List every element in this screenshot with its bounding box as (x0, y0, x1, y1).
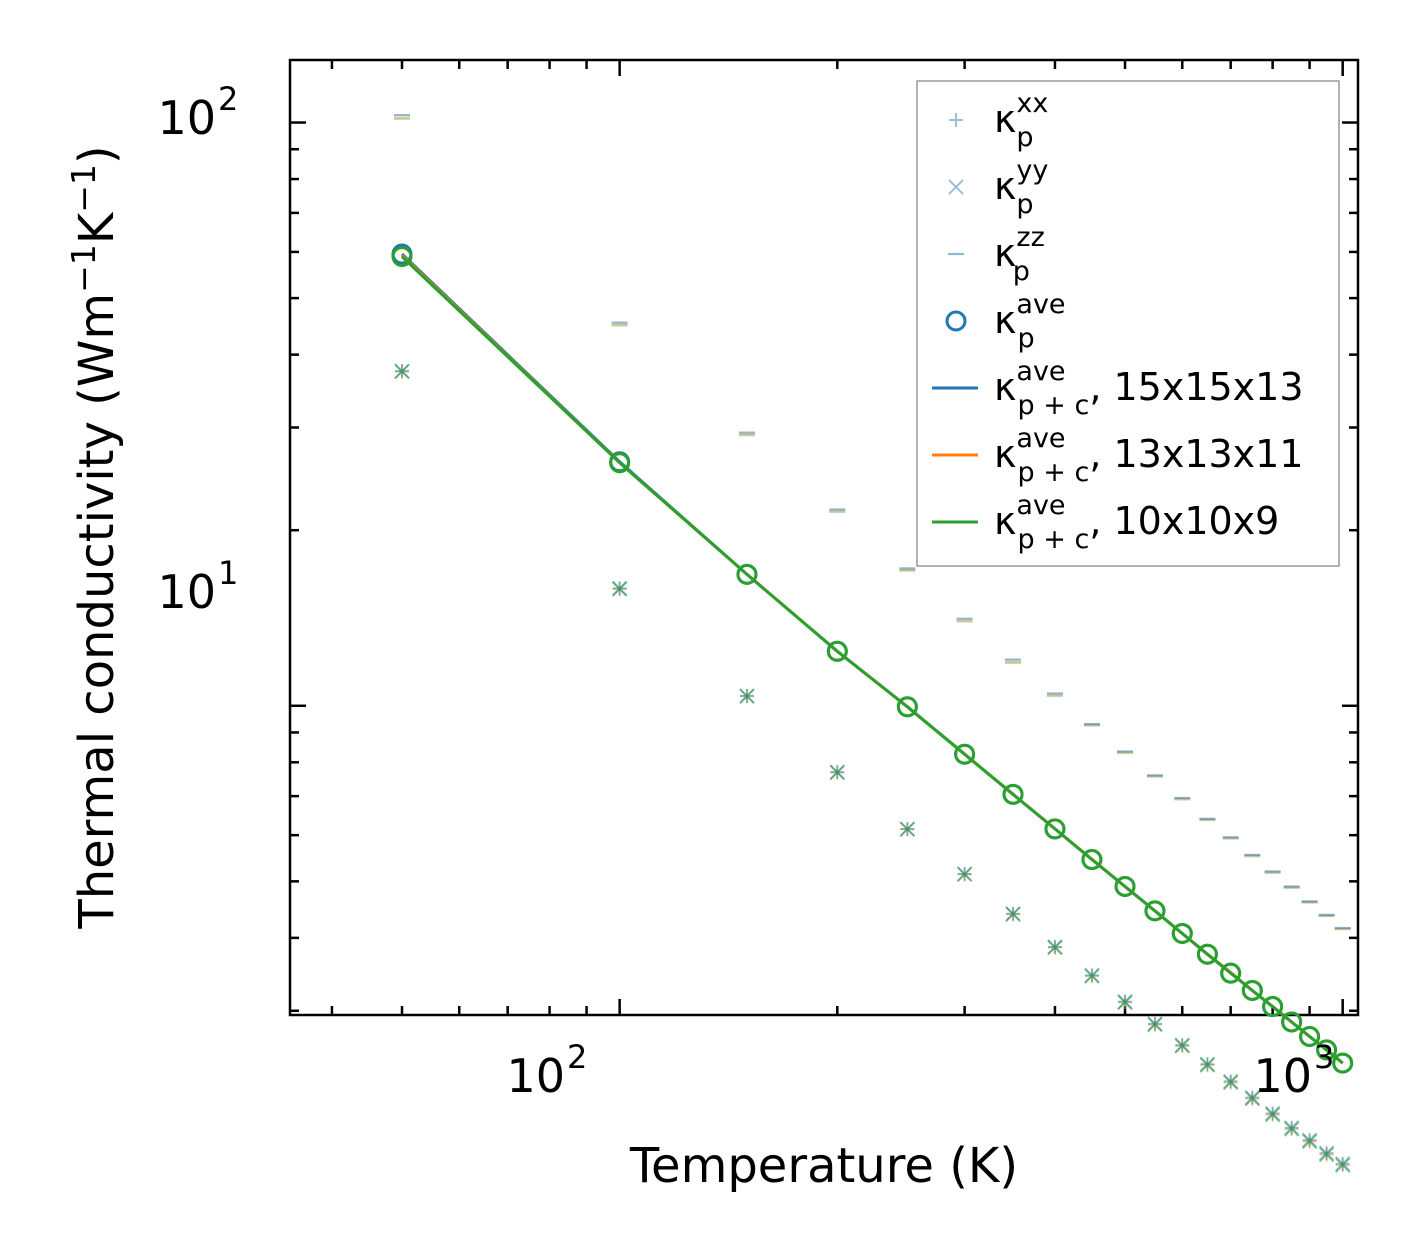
legend-entry: κave p (945, 289, 1066, 354)
data-point (1084, 968, 1100, 984)
legend-label: κxx p (994, 88, 1048, 153)
data-point (1002, 783, 1024, 805)
legend-label: κyy p (994, 155, 1048, 220)
legend-entry: κave p + c, 15x15x13 (932, 356, 1304, 421)
plot-frame (288, 58, 1360, 1017)
data-point (612, 581, 628, 597)
data-point (609, 452, 631, 474)
data-point (1047, 939, 1063, 956)
series-kappa_p_zz (393, 113, 1351, 930)
legend-label: κave p + c, 10x10x9 (994, 490, 1279, 555)
y-tick-label-10: 10 (157, 565, 216, 619)
legend-entry: κave p + c, 13x13x11 (932, 423, 1304, 488)
legend-label: κzz p (994, 222, 1045, 287)
data-point (896, 696, 918, 718)
data-point (1171, 922, 1193, 944)
data-point (1281, 1011, 1303, 1033)
legend-entry: κzz p (948, 222, 1045, 287)
data-point (956, 866, 973, 882)
legend-symbol-plus (949, 113, 963, 127)
data-point (1299, 1025, 1321, 1047)
data-layer (391, 113, 1354, 1173)
legend-entry: κave p + c, 10x10x9 (932, 490, 1279, 555)
data-point (1144, 900, 1166, 922)
data-point (899, 821, 916, 837)
data-point (1262, 996, 1284, 1018)
x-tick-label-100-exp: 2 (567, 1038, 587, 1076)
data-point (1318, 1146, 1335, 1163)
data-point (736, 563, 758, 585)
data-point (1316, 1039, 1338, 1061)
data-point (1223, 1074, 1239, 1091)
y-tick-label-10-exp: 1 (218, 554, 238, 592)
data-point (1196, 943, 1218, 965)
data-point (1044, 818, 1066, 840)
data-point (1284, 1120, 1300, 1136)
y-tick-label-100: 10 (157, 91, 216, 145)
data-point (394, 364, 410, 380)
data-point (1244, 1091, 1260, 1107)
data-point (1174, 1038, 1190, 1054)
data-point (1081, 849, 1103, 871)
data-point (1301, 1132, 1318, 1148)
data-point (391, 246, 413, 268)
data-point (739, 688, 755, 704)
data-point (1335, 1156, 1351, 1172)
data-point (1301, 1133, 1318, 1150)
data-point (1114, 875, 1136, 897)
data-point (1332, 1052, 1354, 1074)
data-point (1335, 1157, 1351, 1173)
x-tick-label-1000: 10 (1253, 1049, 1312, 1103)
legend-symbol-x (948, 179, 964, 195)
data-point (1220, 962, 1242, 984)
tick-marks (290, 60, 1358, 1015)
data-point (1318, 1145, 1335, 1161)
data-point (1117, 994, 1133, 1011)
legend-label: κave p + c, 15x15x13 (994, 356, 1304, 421)
data-point (1264, 1107, 1281, 1123)
legend-box (916, 80, 1340, 567)
series-kappa_pc_10 (391, 246, 1354, 1074)
data-point (1241, 979, 1263, 1001)
data-point (1199, 1057, 1216, 1073)
legend-entry: κxx p (949, 88, 1048, 153)
legend-label: κave p (994, 289, 1066, 354)
data-point (1147, 1016, 1163, 1033)
series-faint_dash_green (393, 117, 1351, 931)
legend-entry: κyy p (948, 155, 1048, 220)
x-tick-label-100: 10 (506, 1049, 565, 1103)
x-tick-label-1000-exp: 3 (1314, 1038, 1334, 1076)
y-tick-label-100-exp: 2 (218, 80, 238, 118)
legend-symbol-circle (945, 310, 967, 332)
series-faint_cross_green (394, 364, 1351, 1173)
data-point (1284, 1121, 1300, 1137)
data-point (1005, 906, 1021, 922)
series-line-kappa_pc_10 (400, 255, 1344, 1065)
x-axis-title: Temperature (K) (629, 1138, 1018, 1194)
legend-label: κave p + c, 13x13x11 (994, 423, 1304, 488)
data-point (826, 640, 848, 662)
y-axis-title: Thermal conductivity (Wm−1K−1) (64, 145, 125, 929)
data-point (829, 765, 845, 781)
data-point (954, 743, 976, 765)
